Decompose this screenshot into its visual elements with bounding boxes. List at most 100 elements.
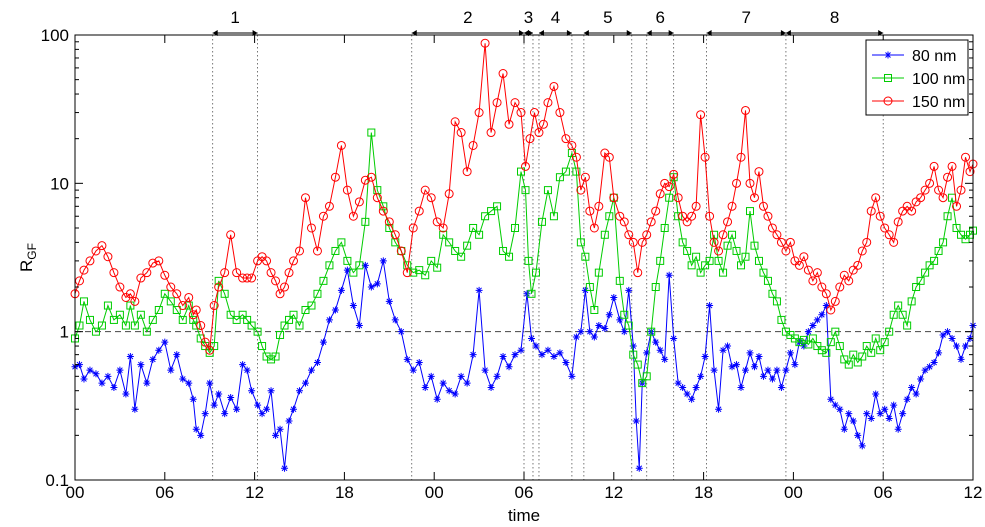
data-point — [504, 119, 514, 129]
data-point — [871, 193, 881, 203]
data-point — [741, 252, 750, 261]
data-point — [809, 322, 817, 330]
data-point — [468, 140, 478, 150]
data-point — [295, 246, 304, 256]
data-point — [604, 152, 614, 162]
data-point — [795, 338, 804, 347]
data-point — [313, 358, 321, 366]
data-point — [122, 390, 130, 398]
data-point — [312, 246, 322, 256]
data-point — [715, 405, 723, 413]
data-point — [426, 193, 436, 203]
data-point — [799, 335, 808, 344]
data-point — [876, 410, 884, 418]
legend-entry-label: 100 nm — [912, 71, 965, 88]
data-point — [624, 230, 634, 240]
data-point — [817, 346, 826, 355]
data-point — [397, 328, 405, 336]
data-point — [826, 305, 836, 315]
data-point — [469, 351, 477, 359]
x-tick-label: 18 — [694, 483, 713, 502]
data-point — [673, 193, 683, 203]
data-point — [367, 128, 376, 137]
data-point — [149, 355, 157, 363]
data-point — [301, 379, 309, 387]
data-point — [755, 353, 763, 361]
data-point — [962, 342, 970, 350]
legend-entry-label: 150 nm — [912, 94, 965, 111]
data-point — [262, 352, 271, 361]
data-point — [849, 417, 857, 425]
data-point — [378, 206, 388, 216]
data-point — [595, 322, 603, 330]
data-point — [534, 128, 544, 138]
data-point — [907, 206, 917, 216]
period-label: 4 — [551, 8, 560, 27]
data-point — [862, 342, 871, 351]
data-point — [521, 186, 530, 195]
data-point — [609, 193, 619, 203]
data-point — [705, 211, 715, 221]
data-point — [421, 384, 429, 392]
data-point — [192, 425, 200, 433]
data-point — [709, 237, 719, 247]
data-point — [210, 401, 218, 409]
data-point — [313, 289, 322, 298]
data-point — [930, 256, 939, 265]
data-point — [538, 119, 548, 129]
data-point — [178, 315, 187, 324]
data-point — [232, 315, 241, 324]
data-point — [642, 230, 652, 240]
data-point — [226, 310, 235, 319]
data-point — [925, 261, 934, 270]
data-point — [307, 301, 316, 310]
data-point — [822, 302, 830, 310]
legend-entry-label: 80 nm — [912, 48, 956, 65]
data-point — [902, 201, 912, 211]
data-point — [956, 185, 966, 195]
data-point — [590, 305, 599, 314]
data-point — [85, 315, 94, 324]
x-tick-label: 00 — [425, 483, 444, 502]
data-point — [444, 189, 454, 199]
data-point — [130, 296, 140, 306]
data-point — [732, 178, 742, 188]
x-tick-label: 18 — [335, 483, 354, 502]
data-point — [415, 266, 424, 275]
data-point — [637, 237, 647, 247]
data-point — [331, 246, 340, 255]
data-point — [660, 178, 670, 188]
data-point — [285, 315, 294, 324]
data-point — [125, 289, 135, 299]
data-point — [683, 390, 691, 398]
data-point — [620, 310, 629, 319]
data-point — [651, 206, 661, 216]
data-point — [875, 211, 885, 221]
data-point — [79, 265, 89, 275]
data-point — [511, 223, 520, 232]
data-point — [85, 256, 95, 266]
data-point — [620, 328, 628, 336]
data-point — [562, 358, 570, 366]
data-point — [379, 202, 388, 211]
data-point — [687, 261, 696, 270]
data-point — [794, 260, 804, 270]
data-point — [527, 334, 535, 342]
data-point — [143, 379, 151, 387]
data-point — [295, 321, 304, 330]
data-point — [849, 350, 858, 359]
data-point — [683, 246, 692, 255]
data-point — [373, 280, 381, 288]
data-point — [247, 273, 257, 283]
data-point — [728, 363, 736, 371]
data-point — [830, 296, 840, 306]
data-point — [427, 256, 436, 265]
y-tick-label: 10 — [50, 174, 69, 193]
data-point — [858, 352, 867, 361]
data-point — [844, 276, 854, 286]
data-point — [818, 311, 826, 319]
data-point — [148, 258, 158, 268]
data-point — [758, 201, 768, 211]
data-point — [619, 217, 629, 227]
